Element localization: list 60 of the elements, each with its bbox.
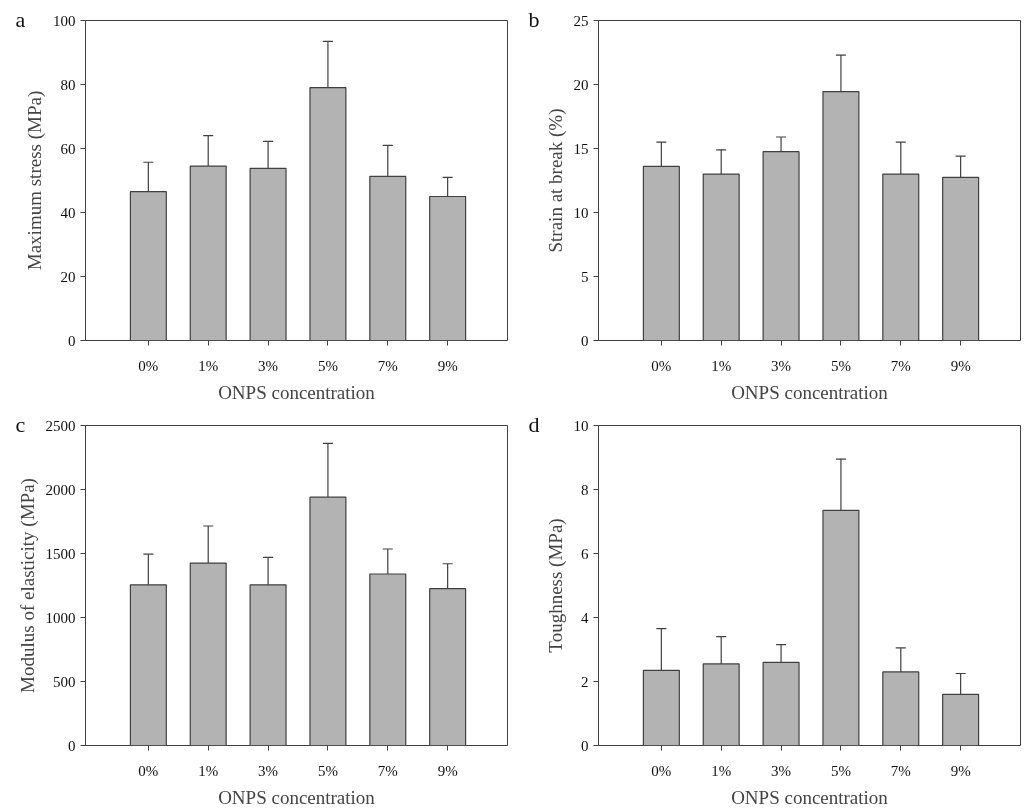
x-tick-label: 0% <box>138 357 159 374</box>
text: b <box>528 6 540 32</box>
x-tick-label: 3% <box>258 762 279 779</box>
x-tick-label: 7% <box>890 762 911 779</box>
y-axis-title: Maximum stress (MPa) <box>24 90 46 271</box>
y-tick-label: 2000 <box>45 481 76 498</box>
y-tick-label: 10 <box>573 204 589 221</box>
y-tick-label: 15 <box>573 140 589 157</box>
y-axis-title: Toughness (MPa) <box>544 518 567 653</box>
x-axis-title: ONPS concentration <box>731 381 889 403</box>
x-tick-label: 0% <box>651 357 672 374</box>
y-tick-label: 5 <box>581 268 589 285</box>
x-tick-label: 1% <box>198 357 219 374</box>
y-tick-label: 20 <box>573 76 589 93</box>
y-tick-label: 6 <box>581 545 589 562</box>
text: c <box>15 411 26 437</box>
y-tick-label: 80 <box>60 76 76 93</box>
x-tick-label: 7% <box>890 357 911 374</box>
y-tick-label: 0 <box>581 332 589 349</box>
y-tick-label: 1500 <box>45 545 76 562</box>
x-tick-label: 9% <box>437 357 458 374</box>
x-tick-label: 0% <box>651 762 672 779</box>
x-tick-label: 7% <box>377 357 398 374</box>
y-tick-label: 500 <box>53 673 76 690</box>
x-tick-label: 5% <box>317 762 338 779</box>
x-tick-label: 5% <box>830 357 851 374</box>
y-tick-label: 4 <box>581 609 589 626</box>
x-tick-label: 9% <box>950 357 971 374</box>
y-tick-label: 40 <box>60 204 76 221</box>
y-tick-label: 20 <box>60 268 76 285</box>
y-tick-label: 0 <box>68 332 76 349</box>
x-tick-label: 5% <box>317 357 338 374</box>
x-tick-label: 0% <box>138 762 159 779</box>
text: d <box>528 411 540 437</box>
x-axis-title: ONPS concentration <box>218 786 376 808</box>
x-tick-label: 3% <box>771 357 792 374</box>
x-tick-label: 7% <box>377 762 398 779</box>
x-axis-title: ONPS concentration <box>731 786 889 808</box>
x-tick-label: 3% <box>771 762 792 779</box>
x-tick-label: 1% <box>198 762 219 779</box>
x-tick-label: 9% <box>437 762 458 779</box>
y-tick-label: 0 <box>68 737 76 754</box>
y-tick-label: 2 <box>581 673 589 690</box>
y-tick-label: 0 <box>581 737 589 754</box>
x-tick-label: 1% <box>711 357 732 374</box>
x-tick-label: 3% <box>258 357 279 374</box>
y-tick-label: 1000 <box>45 609 76 626</box>
x-tick-label: 9% <box>950 762 971 779</box>
x-tick-label: 1% <box>711 762 732 779</box>
y-tick-label: 8 <box>581 481 589 498</box>
y-tick-label: 60 <box>60 140 76 157</box>
y-tick-label: 100 <box>53 12 76 29</box>
y-tick-label: 25 <box>573 12 589 29</box>
y-axis-title: Strain at break (%) <box>544 108 567 253</box>
x-axis-title: ONPS concentration <box>218 381 376 403</box>
y-axis-title: Modulus of elasticity (MPa) <box>16 478 39 693</box>
text: a <box>15 6 26 32</box>
x-tick-label: 5% <box>830 762 851 779</box>
y-tick-label: 10 <box>573 417 589 434</box>
y-tick-label: 2500 <box>45 417 76 434</box>
